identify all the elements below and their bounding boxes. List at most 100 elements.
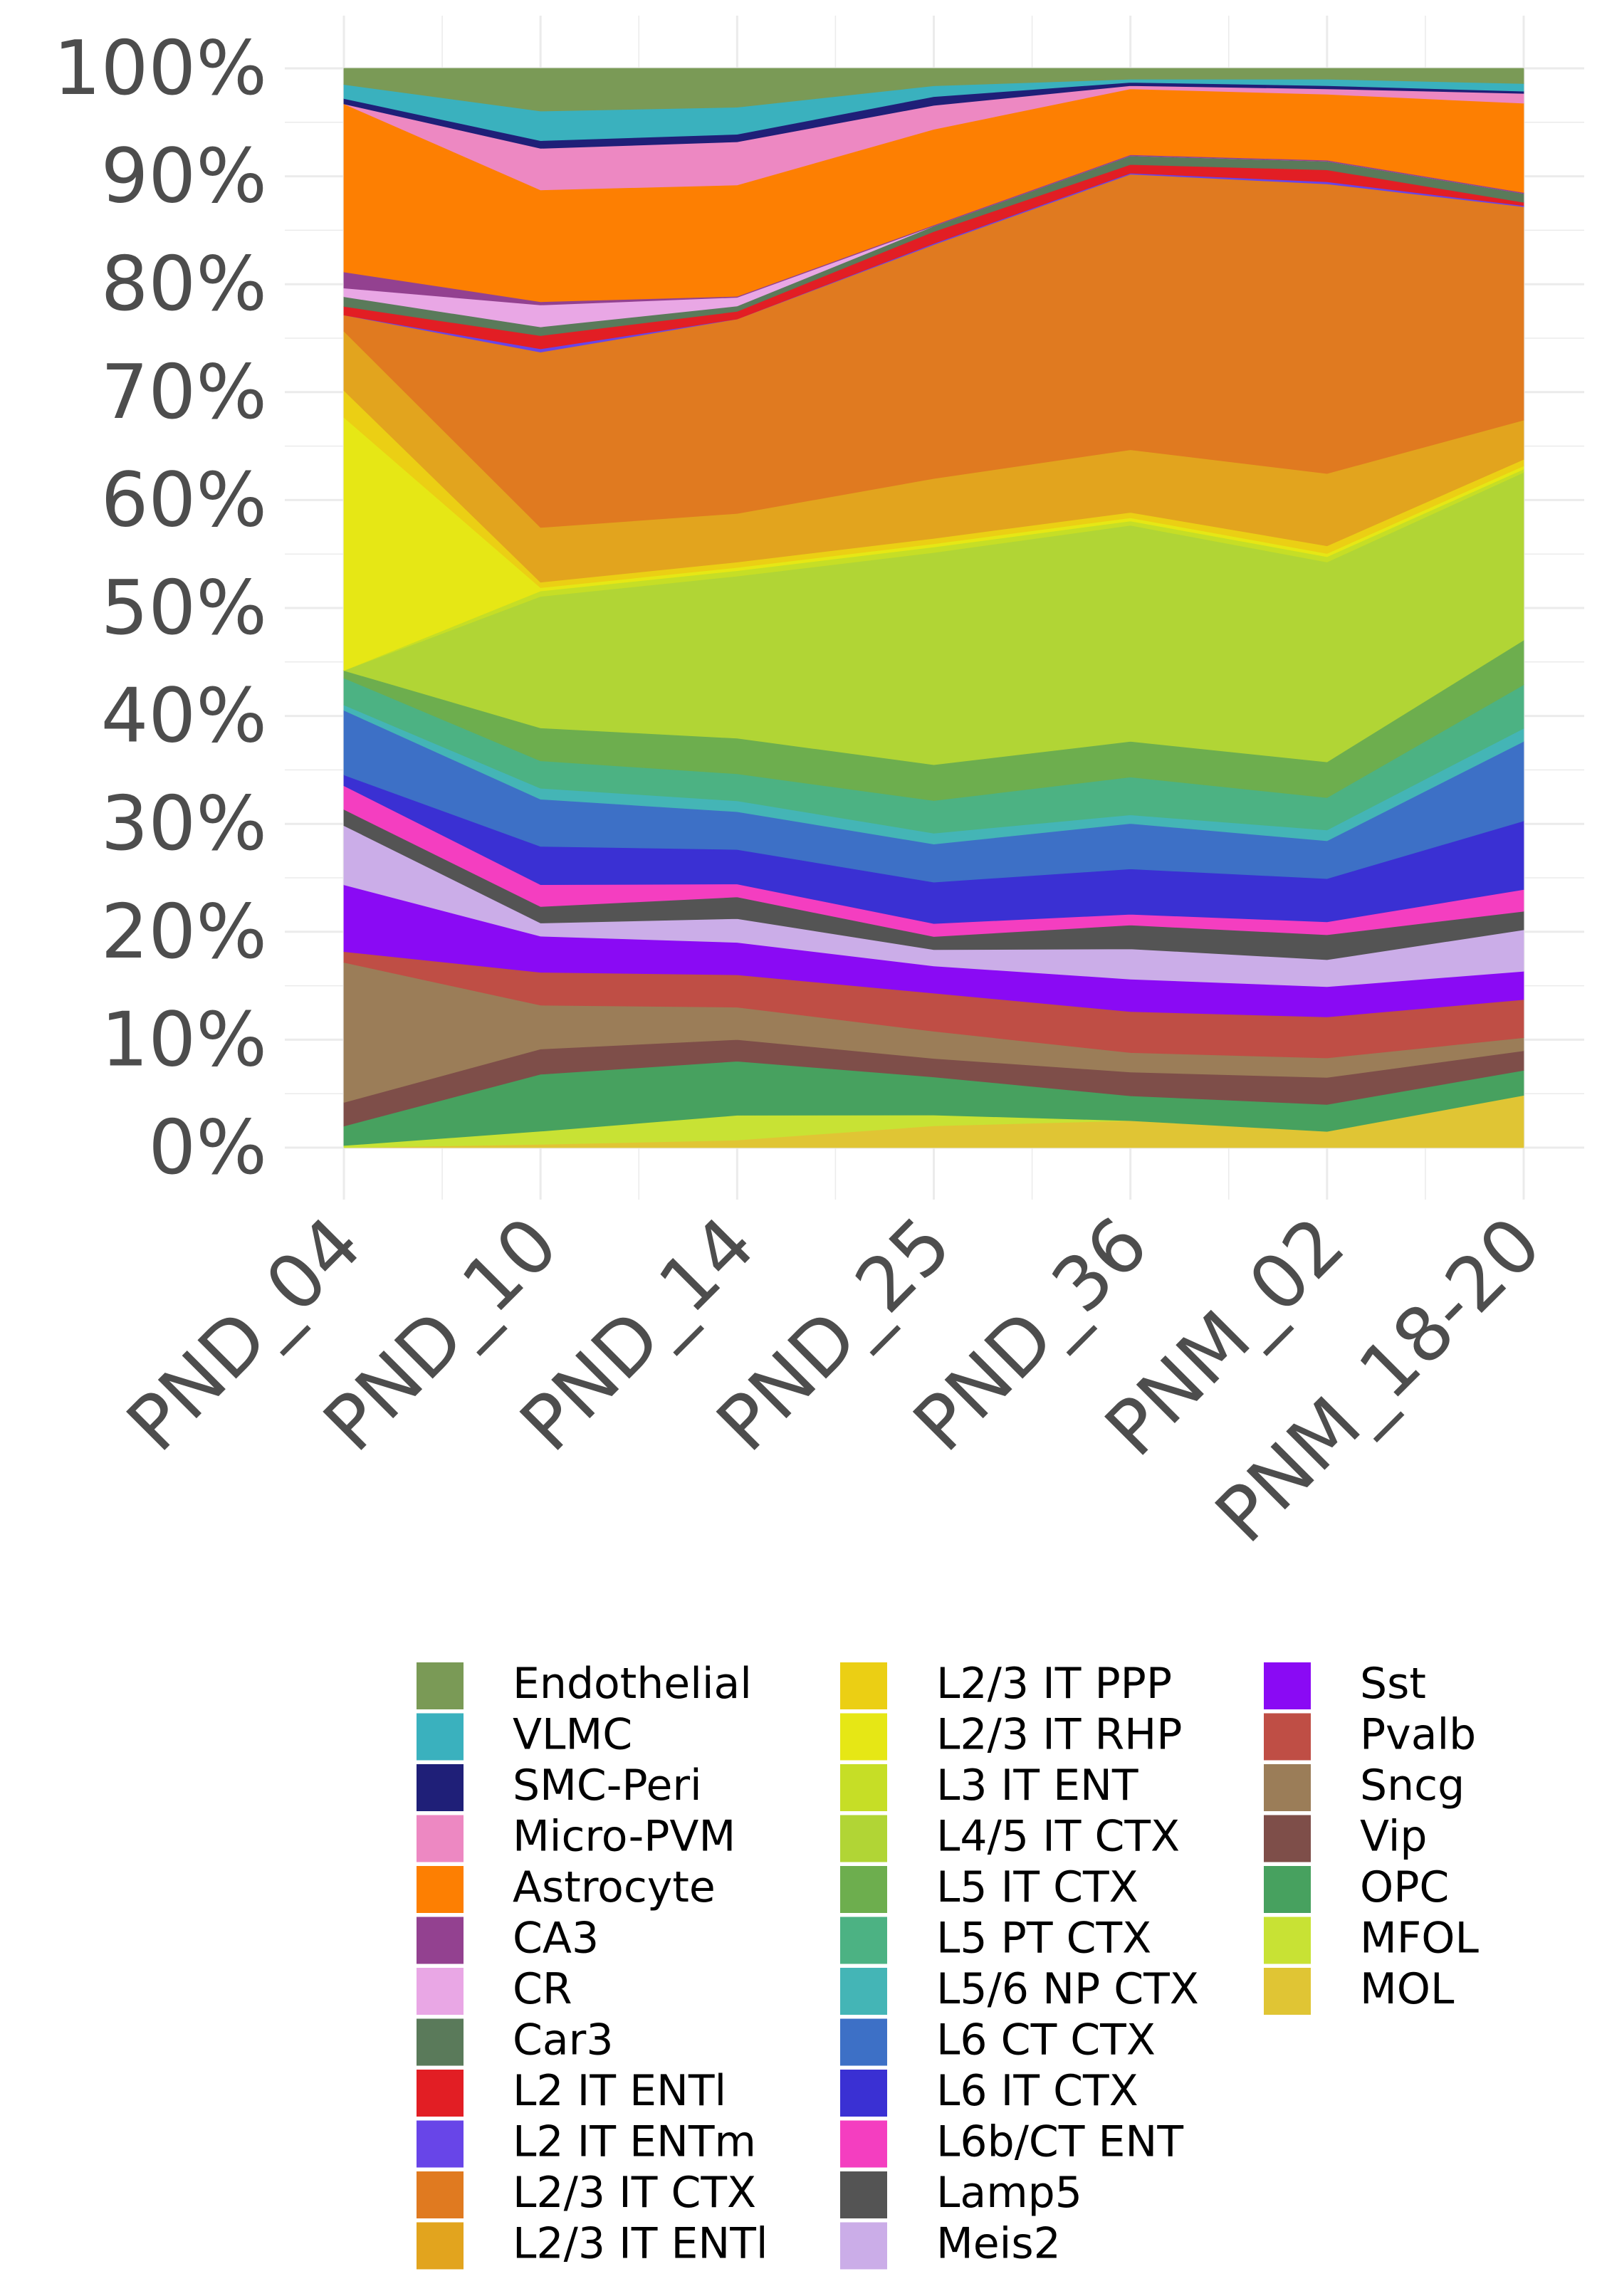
legend-item-meis2: Meis2 bbox=[840, 2219, 1061, 2270]
y-tick-label: 30% bbox=[101, 780, 267, 867]
legend-label: MFOL bbox=[1360, 1914, 1480, 1964]
legend-item-l2-it-entm: L2 IT ENTm bbox=[417, 2117, 756, 2168]
legend-item-opc: OPC bbox=[1264, 1862, 1449, 1913]
legend-label: Lamp5 bbox=[936, 2168, 1082, 2218]
legend-swatch bbox=[840, 2171, 887, 2218]
y-tick-label: 0% bbox=[148, 1104, 267, 1191]
legend-swatch bbox=[417, 1764, 464, 1811]
legend-label: Sst bbox=[1360, 1659, 1426, 1709]
legend-label: CA3 bbox=[513, 1914, 599, 1964]
legend-item-micro-pvm: Micro-PVM bbox=[417, 1812, 735, 1862]
legend-label: Endothelial bbox=[513, 1659, 752, 1709]
legend-swatch bbox=[840, 1764, 887, 1811]
legend-swatch bbox=[840, 1866, 887, 1913]
legend-item-lamp5: Lamp5 bbox=[840, 2168, 1082, 2218]
legend-label: L4/5 IT CTX bbox=[936, 1812, 1180, 1862]
legend-swatch bbox=[1264, 1764, 1311, 1811]
legend-swatch bbox=[1264, 1662, 1311, 1709]
legend-label: L3 IT ENT bbox=[936, 1761, 1138, 1810]
legend-label: L6 IT CTX bbox=[936, 2066, 1138, 2116]
legend-swatch bbox=[417, 2171, 464, 2218]
legend-label: Pvalb bbox=[1360, 1710, 1476, 1760]
legend-item-endothelial: Endothelial bbox=[417, 1659, 752, 1709]
legend-swatch bbox=[1264, 1713, 1311, 1761]
legend-item-l6b-ct-ent: L6b/CT ENT bbox=[840, 2117, 1183, 2168]
legend-label: L2/3 IT CTX bbox=[513, 2168, 756, 2218]
y-tick-label: 50% bbox=[101, 565, 267, 651]
legend-swatch bbox=[1264, 1866, 1311, 1913]
legend-label: L5/6 NP CTX bbox=[936, 1964, 1199, 2014]
legend-item-cr: CR bbox=[417, 1964, 572, 2015]
legend-label: Micro-PVM bbox=[513, 1812, 735, 1862]
legend-label: Astrocyte bbox=[513, 1862, 716, 1912]
legend-swatch bbox=[417, 1815, 464, 1862]
legend-label: L2/3 IT RHP bbox=[936, 1710, 1182, 1760]
legend-label: L6 CT CTX bbox=[936, 2015, 1156, 2065]
y-tick-label: 80% bbox=[101, 241, 267, 327]
legend-swatch bbox=[840, 2222, 887, 2270]
y-tick-label: 40% bbox=[101, 673, 267, 760]
legend-item-l2-it-entl: L2 IT ENTl bbox=[417, 2066, 726, 2117]
legend-swatch bbox=[417, 1917, 464, 1964]
legend-swatch bbox=[417, 1866, 464, 1913]
legend-swatch bbox=[417, 1713, 464, 1761]
legend-label: CR bbox=[513, 1964, 572, 2014]
legend-label: Car3 bbox=[513, 2015, 614, 2065]
area-layers bbox=[342, 68, 1524, 1148]
legend-label: Meis2 bbox=[936, 2219, 1061, 2269]
legend-item-ca3: CA3 bbox=[417, 1914, 599, 1964]
legend-label: L6b/CT ENT bbox=[936, 2117, 1183, 2167]
legend-swatch bbox=[417, 1662, 464, 1709]
legend-swatch bbox=[1264, 1917, 1311, 1964]
legend-item-mfol: MFOL bbox=[1264, 1914, 1480, 1964]
legend-swatch bbox=[840, 2018, 887, 2066]
legend-item-l2-3-it-ctx: L2/3 IT CTX bbox=[417, 2168, 756, 2218]
legend-item-l6-ct-ctx: L6 CT CTX bbox=[840, 2015, 1156, 2066]
y-tick-label: 10% bbox=[101, 996, 267, 1083]
legend-label: Sncg bbox=[1360, 1761, 1465, 1810]
legend-swatch bbox=[417, 2018, 464, 2066]
legend-swatch bbox=[840, 2070, 887, 2117]
area-endothelial bbox=[343, 68, 1524, 112]
legend-label: L2 IT ENTm bbox=[513, 2117, 756, 2167]
y-tick-label: 70% bbox=[101, 349, 267, 436]
legend: EndothelialVLMCSMC-PeriMicro-PVMAstrocyt… bbox=[417, 1659, 1480, 2270]
legend-label: L5 PT CTX bbox=[936, 1914, 1151, 1964]
legend-item-l2-3-it-rhp: L2/3 IT RHP bbox=[840, 1710, 1182, 1761]
legend-label: VLMC bbox=[513, 1710, 632, 1760]
legend-item-l5-6-np-ctx: L5/6 NP CTX bbox=[840, 1964, 1199, 2015]
legend-label: Vip bbox=[1360, 1812, 1427, 1862]
legend-swatch bbox=[417, 1968, 464, 2015]
legend-swatch bbox=[1264, 1815, 1311, 1862]
y-tick-label: 100% bbox=[53, 25, 267, 112]
legend-swatch bbox=[840, 1968, 887, 2015]
y-tick-label: 90% bbox=[101, 133, 267, 220]
legend-item-vlmc: VLMC bbox=[417, 1710, 632, 1761]
legend-item-l6-it-ctx: L6 IT CTX bbox=[840, 2066, 1138, 2117]
legend-label: L2/3 IT PPP bbox=[936, 1659, 1172, 1709]
y-tick-label: 20% bbox=[101, 888, 267, 975]
legend-item-l5-pt-ctx: L5 PT CTX bbox=[840, 1914, 1151, 1964]
legend-item-astrocyte: Astrocyte bbox=[417, 1862, 716, 1913]
legend-item-l2-3-it-ppp: L2/3 IT PPP bbox=[840, 1659, 1172, 1709]
legend-label: L5 IT CTX bbox=[936, 1862, 1138, 1912]
legend-item-sncg: Sncg bbox=[1264, 1761, 1465, 1811]
legend-swatch bbox=[417, 2070, 464, 2117]
legend-swatch bbox=[840, 2120, 887, 2168]
y-axis-tick-labels: 0% 10% 20% 30% 40% 50% 60% 70% 80% 90% 100% bbox=[53, 25, 267, 1191]
legend-label: L2/3 IT ENTl bbox=[513, 2219, 768, 2269]
legend-item-smc-peri: SMC-Peri bbox=[417, 1761, 702, 1811]
legend-item-car3: Car3 bbox=[417, 2015, 614, 2066]
legend-swatch bbox=[840, 1713, 887, 1761]
legend-item-l3-it-ent: L3 IT ENT bbox=[840, 1761, 1138, 1811]
legend-item-l5-it-ctx: L5 IT CTX bbox=[840, 1862, 1138, 1913]
legend-item-pvalb: Pvalb bbox=[1264, 1710, 1476, 1761]
legend-swatch bbox=[1264, 1968, 1311, 2015]
y-tick-label: 60% bbox=[101, 456, 267, 543]
legend-item-mol: MOL bbox=[1264, 1964, 1455, 2015]
legend-label: MOL bbox=[1360, 1964, 1455, 2014]
legend-label: SMC-Peri bbox=[513, 1761, 702, 1810]
legend-swatch bbox=[840, 1662, 887, 1709]
legend-item-l4-5-it-ctx: L4/5 IT CTX bbox=[840, 1812, 1180, 1862]
